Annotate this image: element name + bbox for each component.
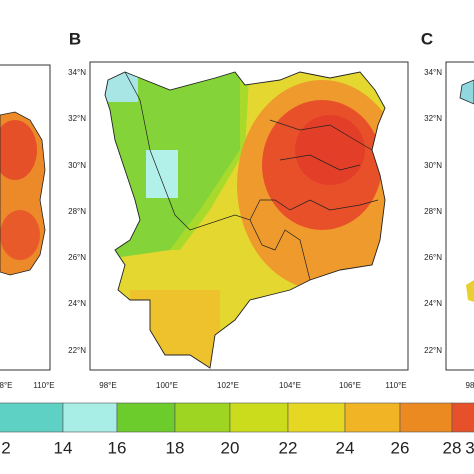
lon-label: 102°E <box>217 381 239 390</box>
lon-label: 8°E <box>0 381 12 390</box>
lat-label: 34°N <box>68 68 86 77</box>
right-map <box>445 61 474 371</box>
colorbar-label: 22 <box>279 438 298 457</box>
lon-label: 110°E <box>33 381 54 390</box>
lat-label: 22°N <box>68 346 86 355</box>
left-map <box>0 64 51 371</box>
panel-label: B <box>69 29 81 48</box>
colorbar-label: 14 <box>54 438 73 457</box>
lat-label: 28°N <box>424 207 442 216</box>
lat-label: 34°N <box>424 68 442 77</box>
lat-label: 28°N <box>68 207 86 216</box>
colorbar-label: 20 <box>221 438 240 457</box>
lat-label: 30°N <box>424 161 442 170</box>
lon-label: 98 <box>466 381 474 390</box>
lat-label: 24°N <box>68 299 86 308</box>
lon-label: 98°E <box>99 381 116 390</box>
colorbar-label: 16 <box>108 438 127 457</box>
lat-label: 30°N <box>68 161 86 170</box>
colorbar-label: 3 <box>465 438 474 457</box>
colorbar-label: 28 <box>443 438 462 457</box>
colorbar-label: 26 <box>391 438 410 457</box>
lon-label: 104°E <box>279 381 301 390</box>
colorbar-label: 18 <box>166 438 185 457</box>
lat-label: 24°N <box>424 299 442 308</box>
lat-label: 26°N <box>68 253 86 262</box>
colorbar <box>0 402 474 433</box>
panel-label: C <box>421 29 433 48</box>
lat-label: 32°N <box>68 114 86 123</box>
middle-map <box>89 61 409 371</box>
lon-label: 110°E <box>385 381 406 390</box>
lat-label: 26°N <box>424 253 442 262</box>
lon-label: 106°E <box>339 381 361 390</box>
colorbar-label: 24 <box>336 438 355 457</box>
lon-label: 100°E <box>156 381 178 390</box>
lat-label: 22°N <box>424 346 442 355</box>
colorbar-label: 2 <box>1 438 10 457</box>
lat-label: 32°N <box>424 114 442 123</box>
